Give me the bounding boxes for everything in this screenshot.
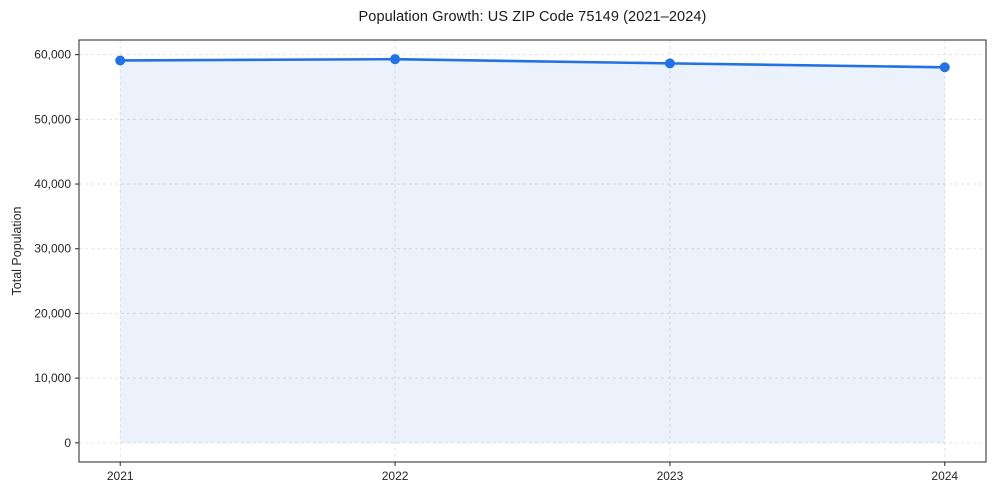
x-tick-label: 2021 [107, 469, 134, 483]
area-fill [120, 59, 945, 443]
chart-title: Population Growth: US ZIP Code 75149 (20… [358, 9, 707, 25]
plot-border [78, 39, 987, 463]
y-tick-label: 50,000 [34, 112, 71, 126]
data-line [118, 57, 947, 69]
x-tick-label: 2024 [931, 469, 958, 483]
data-point [664, 58, 675, 69]
y-tick-label: 10,000 [34, 371, 71, 385]
x-tick-label: 2022 [382, 469, 409, 483]
y-tick-label: 60,000 [34, 48, 71, 62]
data-point [115, 55, 126, 66]
y-tick-label: 0 [64, 436, 71, 450]
y-tick-label: 40,000 [34, 177, 71, 191]
data-point [939, 62, 950, 73]
data-point [390, 54, 401, 65]
y-tick-label: 30,000 [34, 242, 71, 256]
y-tick-label: 20,000 [34, 306, 71, 320]
x-tick-label: 2023 [657, 469, 684, 483]
